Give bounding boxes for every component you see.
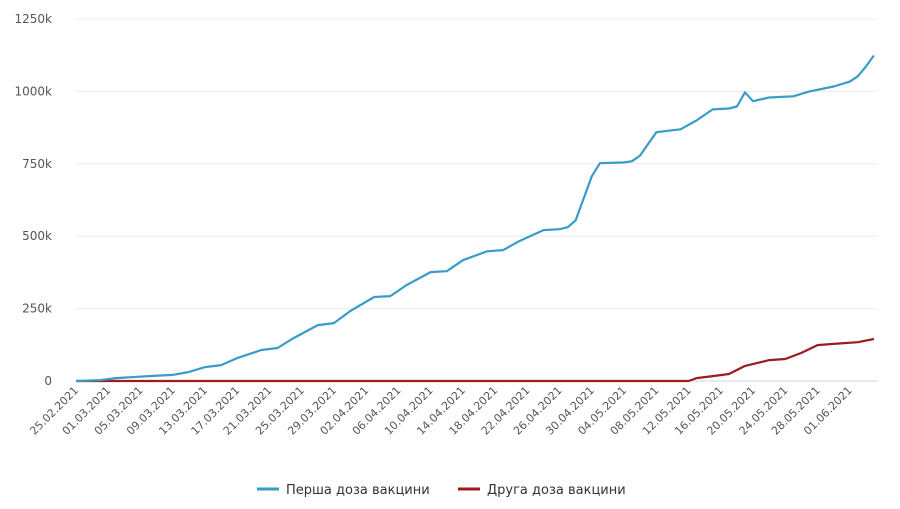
- y-tick-label: 0: [44, 374, 52, 388]
- y-tick-label: 750k: [22, 157, 52, 171]
- legend-label-second-dose[interactable]: Друга доза вакцини: [487, 483, 626, 498]
- legend: Перша доза вакцини Друга доза вакцини: [257, 483, 626, 498]
- y-axis-ticks: 0 250k 500k 750k 1000k 1250k: [15, 12, 53, 388]
- y-tick-label: 500k: [22, 229, 52, 243]
- series-line-first-dose: [75, 54, 875, 383]
- y-tick-label: 1000k: [15, 84, 53, 98]
- gridlines: [76, 18, 878, 382]
- y-tick-label: 250k: [22, 302, 52, 316]
- y-tick-label: 1250k: [15, 12, 53, 26]
- series-lines: [75, 54, 875, 383]
- series-line-second-dose: [76, 337, 875, 383]
- x-axis-ticks: 25.02.202101.03.202105.03.202109.03.2021…: [27, 384, 854, 438]
- legend-label-first-dose[interactable]: Перша доза вакцини: [286, 483, 430, 498]
